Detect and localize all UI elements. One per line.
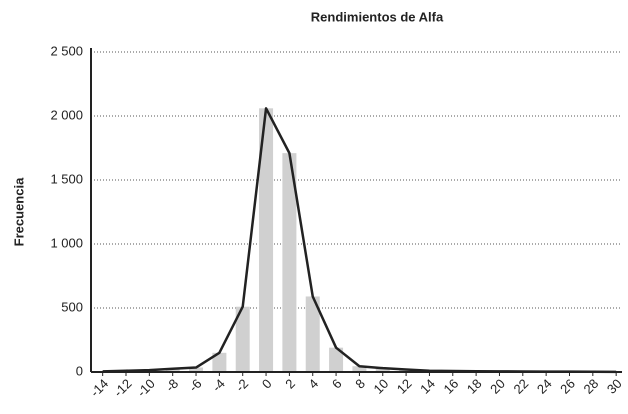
x-tick-label: 10 — [370, 376, 391, 397]
x-tick-label: 22 — [511, 376, 532, 397]
x-tick-label: 6 — [329, 376, 345, 392]
frequency-line — [103, 108, 616, 372]
x-tick-label: 26 — [557, 376, 578, 397]
x-tick-label: 24 — [534, 376, 555, 397]
x-tick-label: 0 — [259, 376, 275, 392]
x-tick-label: 2 — [282, 376, 298, 392]
y-tick-label: 2 000 — [50, 107, 83, 122]
x-tick-label: -12 — [111, 376, 135, 400]
y-axis-label: Frecuencia — [11, 177, 26, 246]
y-tick-label: 500 — [61, 299, 83, 314]
x-tick-label: 28 — [581, 376, 602, 397]
x-tick-label: 18 — [464, 376, 485, 397]
x-tick-label: 8 — [352, 376, 368, 392]
x-tick-label: -4 — [209, 376, 228, 395]
x-tick-label: -6 — [186, 376, 205, 395]
x-tick-label: 20 — [487, 376, 508, 397]
x-tick-label: -10 — [134, 376, 158, 400]
x-tick-label: -14 — [87, 376, 111, 400]
x-tick-label: -2 — [232, 376, 251, 395]
x-tick-label: -8 — [162, 376, 181, 395]
chart-title: Rendimientos de Alfa — [311, 9, 444, 24]
y-tick-label: 1 500 — [50, 171, 83, 186]
x-tick-label: 30 — [604, 376, 625, 397]
y-tick-label: 0 — [76, 363, 83, 378]
x-tick-label: 12 — [394, 376, 415, 397]
x-tick-label: 14 — [417, 376, 438, 397]
x-tick-label: 4 — [306, 376, 322, 392]
y-tick-label: 2 500 — [50, 43, 83, 58]
x-tick-label: 16 — [440, 376, 461, 397]
y-tick-label: 1 000 — [50, 235, 83, 250]
